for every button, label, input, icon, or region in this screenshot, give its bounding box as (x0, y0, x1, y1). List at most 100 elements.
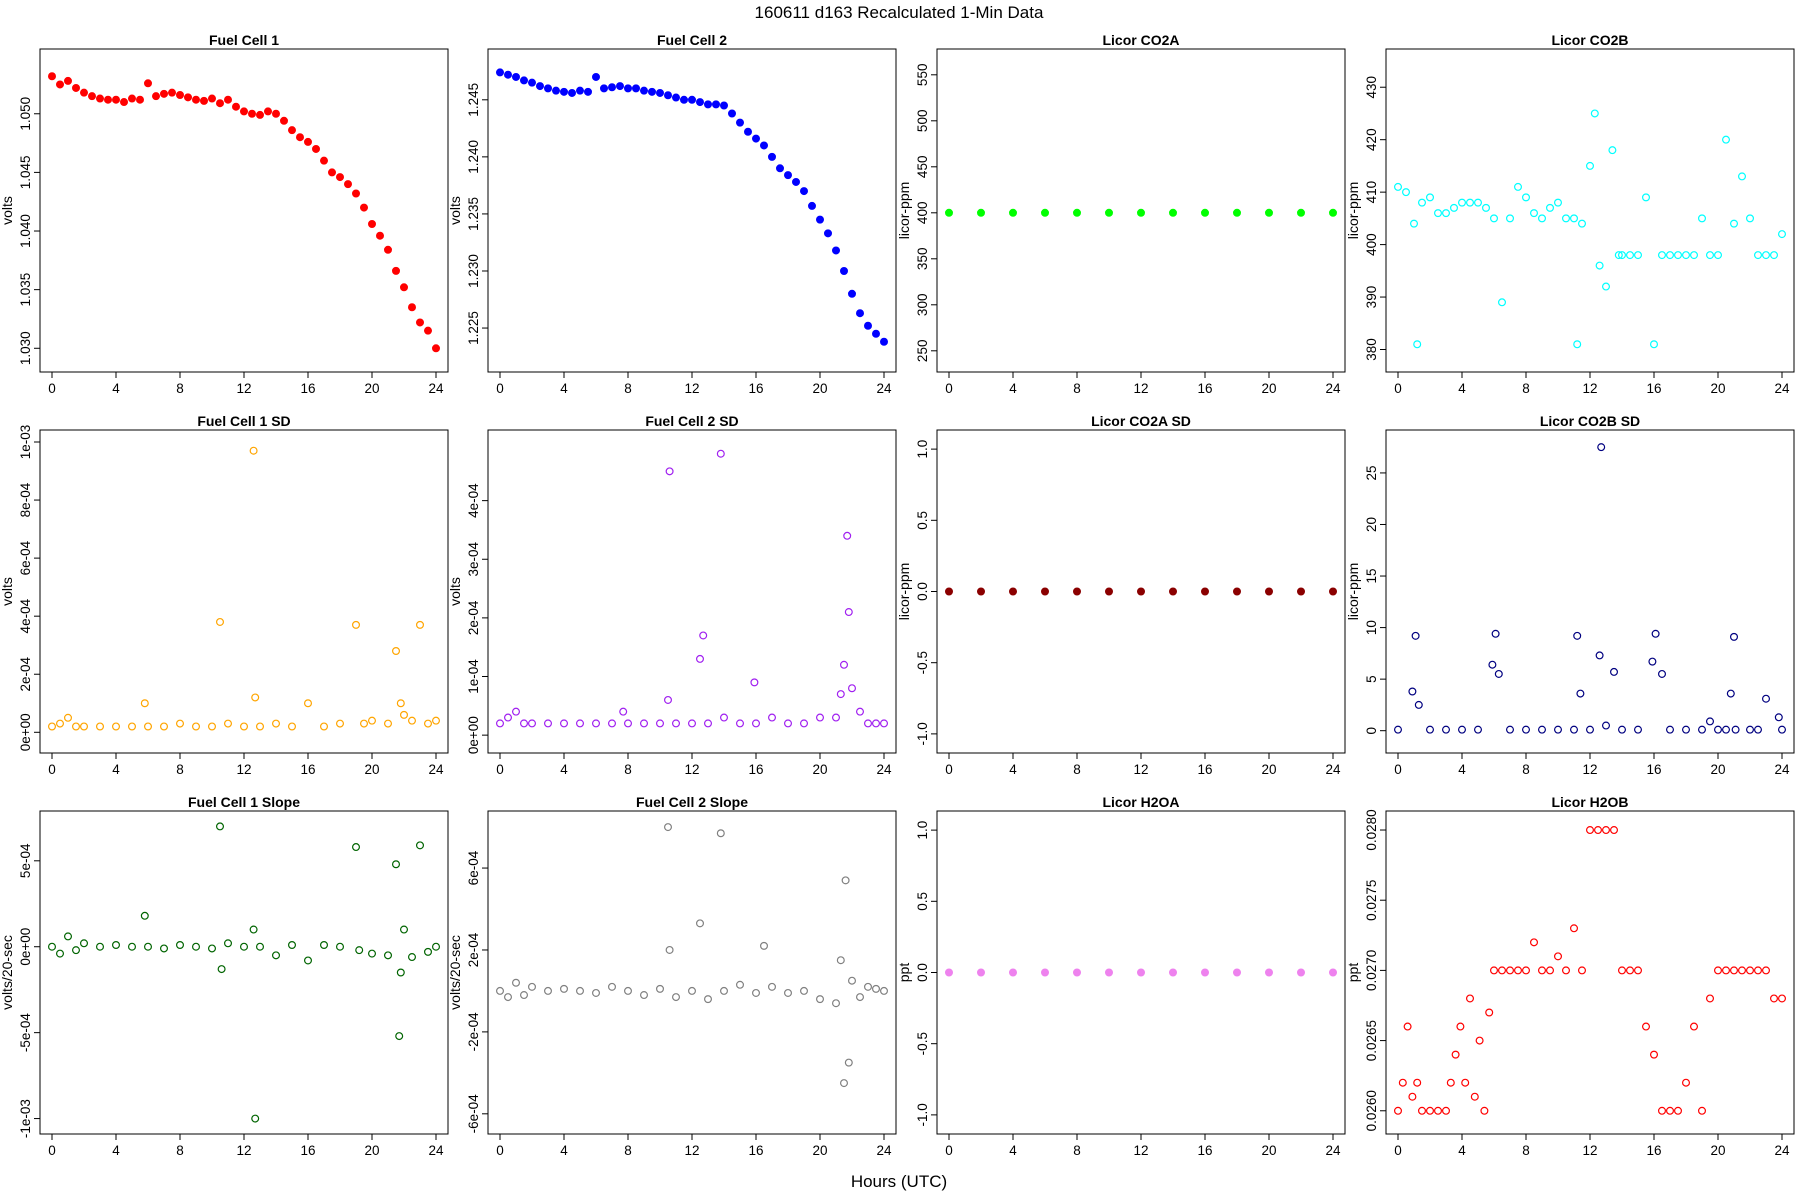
data-point (1601, 826, 1610, 835)
data-point (95, 722, 104, 731)
data-point (815, 713, 824, 722)
data-point (1649, 1050, 1658, 1059)
data-point (1665, 251, 1674, 260)
data-point (1729, 632, 1738, 641)
chart-panel: Fuel Cell 2 Slope volts/20-sec 0 4 8 12 16 20 24… (447, 794, 897, 1158)
y-axis-label: volts/20-sec (0, 935, 15, 1010)
y-tick-label: 3e-04 (466, 542, 481, 577)
data-point (396, 699, 405, 708)
data-point (79, 939, 88, 948)
data-point (63, 76, 72, 85)
data-point (879, 337, 888, 346)
data-point (249, 446, 258, 455)
data-point (368, 949, 377, 958)
data-point (1633, 725, 1642, 734)
x-tick-label: 12 (1582, 381, 1597, 396)
data-point (735, 719, 744, 728)
data-point (831, 713, 840, 722)
x-tick-label: 24 (876, 762, 892, 777)
x-tick-label: 8 (1073, 381, 1081, 396)
y-tick-label: 0.0275 (1364, 880, 1379, 921)
data-point (711, 100, 720, 109)
data-point (1625, 251, 1634, 260)
data-point (1451, 1050, 1460, 1059)
data-point (432, 344, 441, 353)
data-point (1753, 251, 1762, 260)
data-point (1489, 966, 1498, 975)
data-point (844, 608, 853, 617)
data-point (815, 995, 824, 1004)
data-point (1745, 725, 1754, 734)
y-tick-label: 0.0260 (1364, 1090, 1379, 1131)
y-tick-label: 380 (1364, 338, 1379, 361)
data-point (599, 84, 608, 93)
data-point (160, 944, 169, 953)
data-point (400, 710, 409, 719)
data-point (695, 98, 704, 107)
panel-title: Licor CO2B (1551, 32, 1628, 48)
data-point (1625, 966, 1634, 975)
data-point (1473, 725, 1482, 734)
data-point (216, 617, 225, 626)
data-point (663, 823, 672, 832)
data-point (976, 208, 985, 217)
data-point (759, 141, 768, 150)
data-point (408, 303, 417, 312)
y-tick-label: 1.225 (466, 311, 481, 345)
data-point (1008, 587, 1017, 596)
data-point (251, 1114, 260, 1123)
panel-title: Fuel Cell 1 Slope (188, 794, 300, 810)
y-tick-label: 1e-03 (18, 425, 33, 460)
data-point (256, 722, 265, 731)
data-point (843, 531, 852, 540)
data-point (1480, 1106, 1489, 1115)
data-point (200, 96, 209, 105)
data-point (71, 83, 80, 92)
data-point (1745, 966, 1754, 975)
x-tick-label: 16 (300, 1143, 315, 1158)
data-point (336, 173, 345, 182)
data-point (256, 110, 265, 119)
y-tick-label: 1.0 (915, 440, 930, 459)
plot-frame (487, 810, 897, 1135)
data-point (208, 722, 217, 731)
data-point (879, 719, 888, 728)
x-tick-label: 4 (1009, 762, 1017, 777)
data-point (735, 118, 744, 127)
data-point (1761, 694, 1770, 703)
panel-title: Fuel Cell 1 (209, 32, 279, 48)
x-tick-label: 8 (1522, 762, 1530, 777)
x-tick-label: 8 (176, 762, 184, 777)
data-point (1585, 161, 1594, 170)
data-point (71, 722, 80, 731)
panel-title: Fuel Cell 2 Slope (636, 794, 748, 810)
data-point (847, 976, 856, 985)
data-point (216, 99, 225, 108)
data-point (416, 318, 425, 327)
x-tick-label: 0 (1394, 1143, 1402, 1158)
data-point (352, 843, 361, 852)
data-point (1488, 660, 1497, 669)
x-tick-label: 20 (812, 1143, 827, 1158)
data-point (251, 693, 260, 702)
x-tick-label: 0 (945, 762, 953, 777)
data-point (288, 941, 297, 950)
data-point (320, 156, 329, 165)
y-tick-label: 2e-04 (18, 656, 33, 691)
y-tick-label: 1.245 (466, 83, 481, 117)
x-tick-label: 16 (1197, 1143, 1212, 1158)
x-tick-label: 20 (812, 762, 827, 777)
data-point (1505, 214, 1514, 223)
data-point (1232, 968, 1241, 977)
x-tick-label: 16 (1646, 1143, 1661, 1158)
data-point (751, 719, 760, 728)
data-point (1497, 966, 1506, 975)
data-point (1561, 966, 1570, 975)
data-point (1769, 994, 1778, 1003)
x-tick-label: 8 (176, 381, 184, 396)
data-point (256, 942, 265, 951)
data-point (799, 986, 808, 995)
data-point (392, 860, 401, 869)
data-point (1737, 966, 1746, 975)
data-point (1590, 109, 1599, 118)
